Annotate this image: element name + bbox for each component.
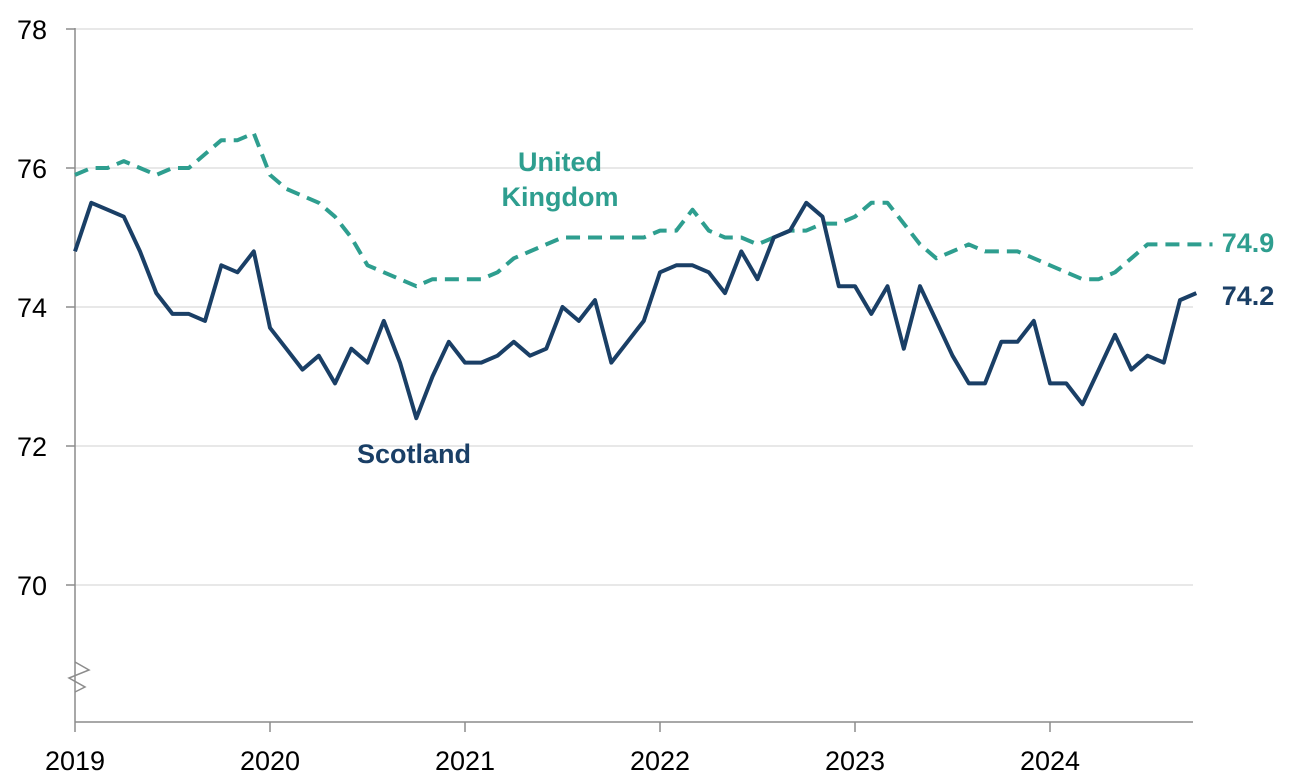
series-label-scotland: Scotland — [357, 439, 471, 469]
x-tick-label: 2022 — [630, 746, 690, 775]
x-tick-label: 2019 — [45, 746, 105, 775]
end-label-scotland: 74.2 — [1222, 281, 1275, 311]
end-value-labels: 74.9 74.2 — [1222, 228, 1275, 311]
y-tick-labels: 70 72 74 76 78 — [17, 15, 47, 601]
x-tick-label: 2021 — [435, 746, 495, 775]
gridlines — [75, 28, 1193, 586]
y-tick-label: 76 — [17, 154, 47, 184]
y-tick-label: 70 — [17, 571, 47, 601]
x-tick-label: 2024 — [1020, 746, 1080, 775]
x-tick-label: 2020 — [240, 746, 300, 775]
axis-break-icon — [67, 661, 91, 693]
y-tick-label: 78 — [17, 15, 47, 45]
axes — [66, 28, 1193, 732]
end-label-united-kingdom: 74.9 — [1222, 228, 1275, 258]
series-labels: United Kingdom Scotland — [357, 147, 619, 469]
x-tick-labels: 2019 2020 2021 2022 2023 2024 — [45, 746, 1080, 775]
y-tick-label: 74 — [17, 293, 47, 323]
x-tick-label: 2023 — [825, 746, 885, 775]
series-line-united-kingdom — [74, 131, 1213, 289]
series-label-united-kingdom: United Kingdom — [502, 147, 619, 212]
y-tick-label: 72 — [17, 432, 47, 462]
series-line-scotland — [73, 200, 1198, 421]
series-lines — [73, 131, 1213, 421]
